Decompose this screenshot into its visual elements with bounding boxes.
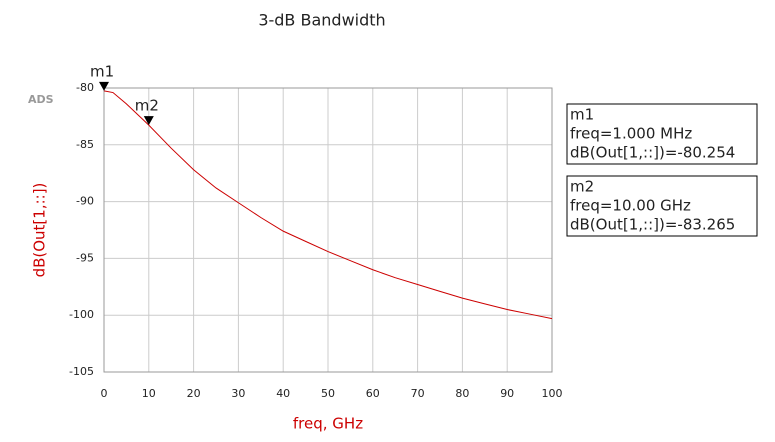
x-tick-label: 80	[455, 387, 469, 400]
marker-box-text: m1	[570, 106, 594, 124]
y-tick-label: -85	[76, 138, 94, 151]
plot-frame	[103, 87, 553, 373]
x-tick-label: 40	[276, 387, 290, 400]
marker-box	[566, 103, 758, 165]
x-tick-label: 0	[101, 387, 108, 400]
x-tick-label: 100	[542, 387, 563, 400]
marker-label: m2	[135, 97, 159, 115]
watermark: ADS	[28, 93, 54, 106]
marker	[143, 116, 154, 126]
marker-box-text: dB(Out[1,::])=-80.254	[570, 144, 735, 162]
marker-box-text: m2	[570, 178, 594, 196]
chart-title: 3-dB Bandwidth	[258, 11, 385, 30]
y-axis-label: dB(Out[1,::])	[31, 183, 49, 278]
x-tick-label: 60	[366, 387, 380, 400]
marker-box	[566, 175, 758, 237]
x-tick-label: 10	[142, 387, 156, 400]
y-tick-label: -90	[76, 195, 94, 208]
x-tick-label: 90	[500, 387, 514, 400]
y-tick-label: -100	[69, 308, 94, 321]
x-axis-label: freq, GHz	[293, 415, 363, 433]
y-tick-label: -105	[69, 365, 94, 378]
line	[103, 90, 553, 320]
x-tick-label: 50	[321, 387, 335, 400]
y-tick-label: -95	[76, 251, 94, 264]
x-tick-label: 70	[411, 387, 425, 400]
y-tick-label: -80	[76, 81, 94, 94]
marker-box-text: freq=10.00 GHz	[570, 197, 691, 215]
x-tick-label: 30	[231, 387, 245, 400]
marker	[99, 81, 110, 91]
marker-box-text: dB(Out[1,::])=-83.265	[570, 216, 735, 234]
x-tick-label: 20	[187, 387, 201, 400]
marker-label: m1	[90, 62, 114, 80]
marker-box-text: freq=1.000 MHz	[570, 125, 692, 143]
